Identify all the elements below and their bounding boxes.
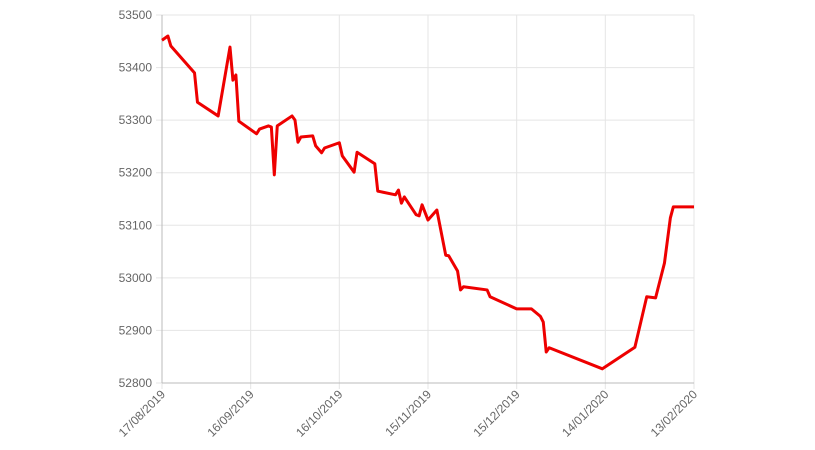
y-tick-label: 53000	[119, 271, 153, 285]
y-tick-label: 53300	[119, 113, 153, 127]
y-tick-label: 53100	[119, 218, 153, 232]
y-tick-label: 52900	[119, 323, 153, 337]
x-tick-label: 14/01/2020	[559, 387, 612, 440]
y-tick-label: 53500	[119, 8, 153, 22]
x-tick-label: 16/10/2019	[293, 387, 346, 440]
x-tick-label: 15/11/2019	[382, 387, 434, 439]
data-line	[161, 34, 694, 371]
y-tick-label: 53400	[119, 61, 153, 75]
x-tick-label: 15/12/2019	[470, 387, 523, 440]
x-tick-label: 17/08/2019	[116, 387, 169, 440]
y-tick-label: 53200	[119, 166, 153, 180]
y-tick-label: 52800	[119, 376, 153, 390]
x-tick-label: 13/02/2020	[648, 387, 701, 440]
x-tick-label: 16/09/2019	[204, 387, 257, 440]
